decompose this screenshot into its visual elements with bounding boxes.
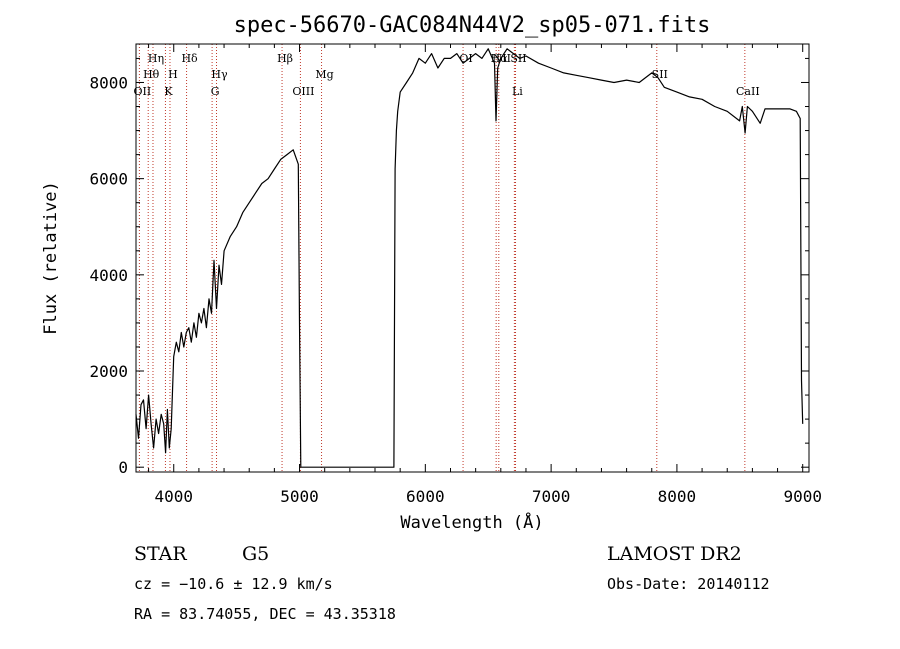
x-tick-label: 8000	[658, 487, 697, 506]
spectral-line-label: SII	[652, 68, 668, 81]
spectral-subclass: G5	[242, 543, 269, 565]
spectral-line-label: Hθ	[143, 68, 160, 81]
y-tick-label: 2000	[89, 362, 128, 381]
spectral-line-label: Li	[512, 85, 523, 98]
spectral-line-label: K	[164, 85, 173, 98]
redshift-cz: cz = −10.6 ± 12.9 km/s	[134, 575, 333, 593]
spectral-line-label: CaII	[736, 85, 760, 98]
y-tick-label: 6000	[89, 170, 128, 189]
y-tick-label: 0	[118, 458, 128, 477]
spectral-line-label: Hδ	[181, 52, 198, 65]
spectrum-series	[135, 48, 804, 468]
survey-name: LAMOST DR2	[607, 543, 742, 565]
x-tick-label: 9000	[783, 487, 822, 506]
x-tick-label: 5000	[280, 487, 319, 506]
chart-title: spec-56670-GAC084N44V2_sp05-071.fits	[234, 13, 711, 38]
y-tick-label: 4000	[89, 266, 128, 285]
spectral-line-label: H	[168, 68, 178, 81]
spectral-marker-lines	[138, 44, 746, 472]
spectral-line-label: Hβ	[277, 52, 293, 65]
spectral-line-label: OII	[134, 85, 152, 98]
x-tick-label: 4000	[154, 487, 193, 506]
y-axis-label: Flux (relative)	[41, 181, 61, 335]
spectral-line-label: Hη	[148, 52, 164, 65]
coordinates: RA = 83.74055, DEC = 43.35318	[134, 605, 396, 623]
spectral-line-label: NII	[493, 52, 511, 65]
plot-frame	[135, 43, 810, 473]
axis-ticks: 4000 5000 6000 7000 8000 9000 0 2000 4000 6000 800…	[89, 44, 822, 506]
x-axis-label: Wavelength (Å)	[400, 511, 543, 533]
x-tick-label: 7000	[532, 487, 571, 506]
x-tick-label: 6000	[406, 487, 445, 506]
spectrum-line	[135, 48, 804, 468]
observation-date: Obs-Date: 20140112	[607, 575, 770, 593]
spectral-line-label: OIII	[292, 85, 314, 98]
spectral-line-label: Hα	[491, 52, 509, 65]
spectral-line-label: Hγ	[211, 68, 228, 81]
spectral-line-label: SII	[510, 52, 526, 65]
spectral-line-label: G	[211, 85, 220, 98]
y-tick-label: 8000	[89, 73, 128, 92]
spectral-line-label: OI	[459, 52, 472, 65]
spectral-line-label: Mg	[315, 68, 333, 81]
object-type: STAR	[134, 543, 187, 565]
